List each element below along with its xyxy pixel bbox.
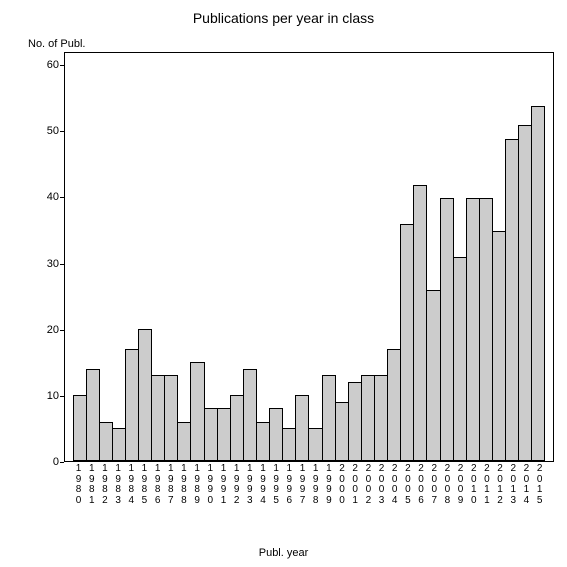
bar [440, 198, 454, 461]
bar [322, 375, 336, 461]
bar [269, 408, 283, 461]
bar [230, 395, 244, 461]
bar [243, 369, 257, 461]
x-tick-label: 1985 [138, 464, 151, 506]
y-tick-label: 50 [39, 125, 59, 137]
x-tick-label: 2004 [388, 464, 401, 506]
bar [204, 408, 218, 461]
y-tick-label: 10 [39, 390, 59, 402]
x-tick-label: 2005 [401, 464, 414, 506]
x-tick-label: 1996 [283, 464, 296, 506]
y-tick-mark [60, 462, 64, 463]
x-tick-label: 1989 [191, 464, 204, 506]
bar [466, 198, 480, 461]
x-tick-label: 1999 [322, 464, 335, 506]
chart-title: Publications per year in class [0, 10, 567, 26]
x-tick-label: 2002 [362, 464, 375, 506]
y-tick-label: 20 [39, 324, 59, 336]
x-tick-label: 2012 [494, 464, 507, 506]
x-tick-label: 1994 [256, 464, 269, 506]
x-tick-label: 2003 [375, 464, 388, 506]
bar [138, 329, 152, 461]
bar [492, 231, 506, 461]
x-tick-label: 2014 [520, 464, 533, 506]
x-axis-label: Publ. year [0, 547, 567, 559]
x-tick-label: 1998 [309, 464, 322, 506]
bar [125, 349, 139, 461]
bar [453, 257, 467, 461]
bar [505, 139, 519, 461]
x-tick-label: 1984 [125, 464, 138, 506]
x-tick-label: 1991 [217, 464, 230, 506]
chart-container: Publications per year in class No. of Pu… [0, 0, 567, 567]
x-tick-label: 1986 [151, 464, 164, 506]
x-labels-wrap: 1980198119821983198419851986198719881989… [72, 464, 546, 506]
plot-area [64, 52, 554, 462]
x-tick-label: 1995 [270, 464, 283, 506]
x-tick-label: 1993 [243, 464, 256, 506]
y-tick-label: 60 [39, 59, 59, 71]
x-tick-label: 2000 [335, 464, 348, 506]
bar [99, 422, 113, 461]
bar [400, 224, 414, 461]
bar [190, 362, 204, 461]
bar [387, 349, 401, 461]
bar [308, 428, 322, 461]
bar [86, 369, 100, 461]
bar [361, 375, 375, 461]
x-tick-label: 1982 [98, 464, 111, 506]
bar [426, 290, 440, 461]
x-tick-label: 2010 [467, 464, 480, 506]
bar [282, 428, 296, 461]
x-tick-label: 2007 [428, 464, 441, 506]
bar [151, 375, 165, 461]
bar [413, 185, 427, 461]
x-tick-label: 2001 [349, 464, 362, 506]
x-tick-label: 1980 [72, 464, 85, 506]
bar [164, 375, 178, 461]
bar [479, 198, 493, 461]
x-tick-label: 1988 [177, 464, 190, 506]
x-tick-label: 2011 [480, 464, 493, 506]
y-tick-label: 0 [39, 456, 59, 468]
x-tick-label: 2008 [441, 464, 454, 506]
bar [112, 428, 126, 461]
bar [217, 408, 231, 461]
x-tick-label: 2015 [533, 464, 546, 506]
bar [531, 106, 545, 461]
bar [256, 422, 270, 461]
x-tick-label: 1997 [296, 464, 309, 506]
x-tick-label: 1983 [112, 464, 125, 506]
bar [177, 422, 191, 461]
y-tick-label: 40 [39, 191, 59, 203]
bar [518, 125, 532, 461]
x-tick-label: 1987 [164, 464, 177, 506]
x-tick-label: 2009 [454, 464, 467, 506]
x-tick-label: 1992 [230, 464, 243, 506]
y-axis-label: No. of Publ. [28, 38, 85, 50]
bar [348, 382, 362, 461]
bar [73, 395, 87, 461]
bar [374, 375, 388, 461]
x-tick-label: 1990 [204, 464, 217, 506]
bar [335, 402, 349, 461]
bar [295, 395, 309, 461]
x-tick-label: 2013 [507, 464, 520, 506]
x-tick-label: 1981 [85, 464, 98, 506]
y-tick-label: 30 [39, 258, 59, 270]
x-tick-label: 2006 [414, 464, 427, 506]
bars-wrap [73, 53, 545, 461]
